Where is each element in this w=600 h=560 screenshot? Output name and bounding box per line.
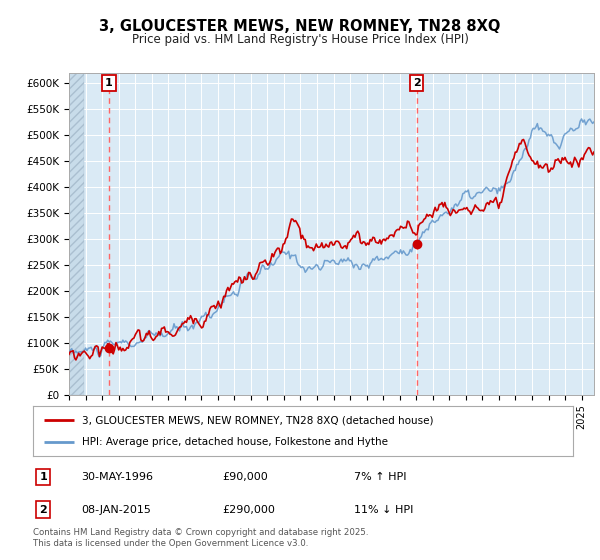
Text: Contains HM Land Registry data © Crown copyright and database right 2025.
This d: Contains HM Land Registry data © Crown c… xyxy=(33,528,368,548)
Text: 3, GLOUCESTER MEWS, NEW ROMNEY, TN28 8XQ: 3, GLOUCESTER MEWS, NEW ROMNEY, TN28 8XQ xyxy=(100,20,500,34)
Text: HPI: Average price, detached house, Folkestone and Hythe: HPI: Average price, detached house, Folk… xyxy=(82,437,388,447)
Text: 2: 2 xyxy=(40,505,47,515)
Text: 3, GLOUCESTER MEWS, NEW ROMNEY, TN28 8XQ (detached house): 3, GLOUCESTER MEWS, NEW ROMNEY, TN28 8XQ… xyxy=(82,415,433,425)
Text: 1: 1 xyxy=(105,78,113,88)
Text: 2: 2 xyxy=(413,78,421,88)
Text: 11% ↓ HPI: 11% ↓ HPI xyxy=(354,505,413,515)
Text: Price paid vs. HM Land Registry's House Price Index (HPI): Price paid vs. HM Land Registry's House … xyxy=(131,32,469,46)
Text: 7% ↑ HPI: 7% ↑ HPI xyxy=(354,472,407,482)
Text: 1: 1 xyxy=(40,472,47,482)
Text: 08-JAN-2015: 08-JAN-2015 xyxy=(81,505,151,515)
Text: 30-MAY-1996: 30-MAY-1996 xyxy=(81,472,153,482)
Text: £90,000: £90,000 xyxy=(222,472,268,482)
Text: £290,000: £290,000 xyxy=(222,505,275,515)
